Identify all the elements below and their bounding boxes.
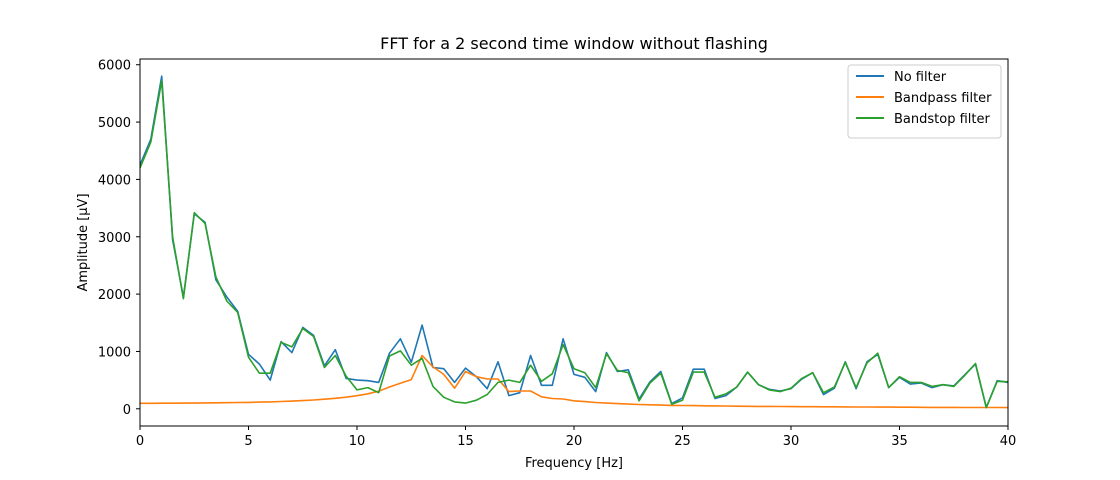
x-tick-label: 40: [1000, 434, 1017, 449]
legend-label: Bandpass filter: [894, 91, 992, 106]
x-tick-label: 35: [891, 434, 908, 449]
legend: No filter Bandpass filter Bandstop filter: [847, 64, 1002, 139]
y-tick-label: 3000: [98, 231, 131, 246]
y-tick-label: 4000: [98, 173, 131, 188]
y-axis-label: Amplitude [µV]: [76, 193, 91, 291]
y-tick-label: 6000: [98, 59, 131, 74]
series-line-bandstop-filter: [139, 80, 1009, 409]
legend-box: [847, 64, 1002, 139]
y-tick-label: 2000: [98, 288, 131, 303]
x-tick-label: 15: [457, 434, 474, 449]
y-tick-label: 0: [123, 403, 131, 418]
x-axis-label: Frequency [Hz]: [525, 456, 623, 471]
x-tick-label: 10: [349, 434, 366, 449]
y-axis-ticks: 0 1000 2000 3000 4000 5000 6000: [98, 59, 140, 418]
x-tick-label: 5: [244, 434, 252, 449]
y-tick-label: 5000: [98, 116, 131, 131]
series-line-bandpass-filter: [140, 354, 1009, 409]
x-tick-label: 30: [783, 434, 800, 449]
plot-frame: [139, 58, 1009, 427]
legend-label: Bandstop filter: [894, 112, 990, 127]
x-axis-ticks: 0 5 10 15 20 25 30 35 40: [136, 426, 1016, 449]
x-tick-label: 0: [136, 434, 144, 449]
x-tick-label: 20: [566, 434, 583, 449]
plot-series: [139, 75, 1009, 409]
legend-label: No filter: [894, 70, 947, 85]
y-tick-label: 1000: [98, 345, 131, 360]
x-tick-label: 25: [674, 434, 691, 449]
chart-title: FFT for a 2 second time window without f…: [380, 34, 768, 53]
